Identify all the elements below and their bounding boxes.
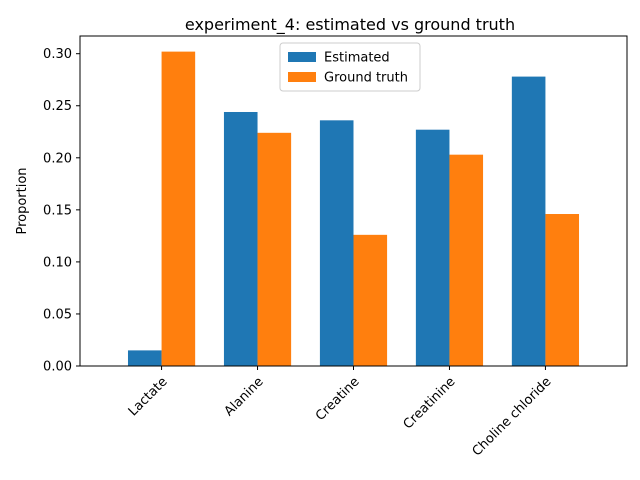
bar-estimated-creatine (319, 120, 354, 366)
bar-ground-truth-creatine (353, 234, 388, 366)
legend: Estimated Ground truth (279, 42, 421, 92)
y-tick-label: 0.20 (43, 151, 72, 166)
legend-label: Ground truth (324, 71, 408, 86)
y-tick-label: 0.05 (43, 307, 72, 322)
y-tick-label: 0.30 (43, 47, 72, 62)
y-tick-label: 0.00 (43, 360, 72, 375)
x-axis: Lactate Alanine Creatine Creatinine Choline … (126, 366, 555, 459)
x-tick-label: Creatinine (401, 374, 459, 432)
y-axis-label: Proportion (15, 167, 30, 234)
y-tick-label: 0.15 (43, 203, 72, 218)
bar-ground-truth-choline-chloride (545, 214, 580, 366)
x-tick-label: Choline chloride (470, 374, 555, 459)
bar-ground-truth-alanine (257, 132, 292, 366)
bar-ground-truth-lactate (161, 51, 196, 366)
legend-swatch (288, 52, 316, 62)
chart-title: experiment_4: estimated vs ground truth (185, 15, 515, 35)
bar-estimated-lactate (127, 350, 162, 366)
bar-ground-truth-creatinine (449, 154, 484, 366)
plot-area (79, 35, 628, 367)
y-tick-label: 0.25 (43, 99, 72, 114)
bar-estimated-alanine (223, 111, 258, 367)
y-tick-label: 0.10 (43, 255, 72, 270)
legend-label: Estimated (324, 51, 390, 66)
y-axis: 0.00 0.05 0.10 0.15 0.20 0.25 0.30 (43, 47, 80, 375)
x-tick-label: Creatine (313, 374, 363, 424)
x-tick-label: Alanine (222, 374, 267, 419)
bar-estimated-creatinine (415, 129, 450, 366)
bar-estimated-choline-chloride (511, 76, 546, 366)
x-tick-label: Lactate (126, 374, 171, 419)
legend-swatch (288, 72, 316, 82)
